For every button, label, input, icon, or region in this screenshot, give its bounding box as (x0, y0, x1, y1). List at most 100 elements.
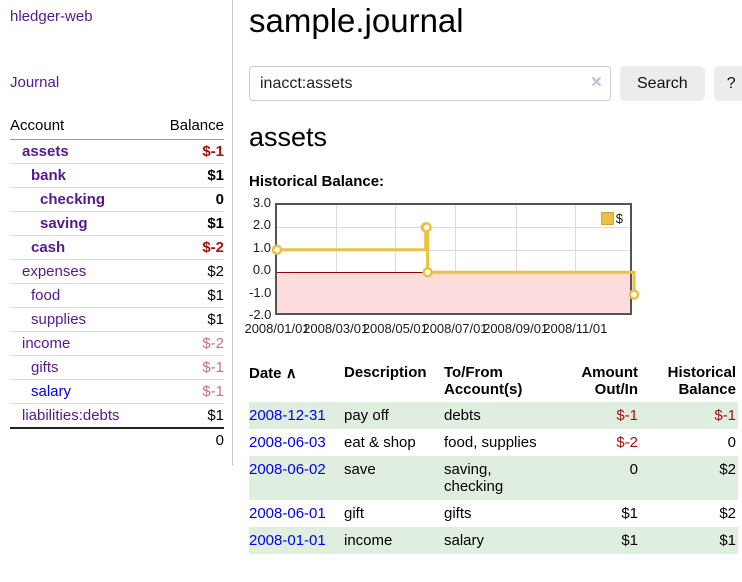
sidebar-account-row: supplies $1 (10, 307, 224, 331)
sidebar-account-row: bank $1 (10, 163, 224, 187)
register-header-row: Date ∧ Description To/From Account(s) Am… (249, 360, 738, 402)
sidebar-account-link[interactable]: income (22, 335, 71, 352)
account-balance: $-1 (202, 359, 224, 376)
chart-title: Historical Balance: (249, 173, 385, 190)
negative-region (277, 272, 630, 313)
transaction-description: pay off (344, 407, 389, 424)
transaction-amount: $-1 (616, 407, 638, 424)
sidebar-account-link[interactable]: supplies (31, 311, 87, 328)
x-axis-tick-label: 2008/03/01 (303, 321, 369, 336)
account-balance: $2 (207, 263, 224, 280)
transaction-date-link[interactable]: 2008-06-01 (249, 505, 326, 522)
sidebar-account-link[interactable]: gifts (31, 359, 59, 376)
sidebar-account-row: expenses $2 (10, 259, 224, 283)
register-header-description: Description (344, 364, 427, 381)
sidebar-account-row: assets $-1 (10, 139, 224, 163)
account-balance: $1 (207, 167, 224, 184)
register-header-balance: Historical Balance (667, 364, 736, 398)
sidebar-account-row: income $-2 (10, 331, 224, 355)
transaction-date-link[interactable]: 2008-01-01 (249, 532, 326, 549)
sidebar-account-row: checking 0 (10, 187, 224, 211)
y-axis-tick-label: 1.0 (252, 239, 271, 255)
search-form: × Search ? (249, 66, 742, 101)
accounts-header-account: Account (10, 117, 65, 134)
sidebar-item-journal[interactable]: Journal (10, 74, 60, 91)
chart-legend: $ (599, 210, 624, 227)
register-row: 2008-06-02 save saving, checking 0 $2 (249, 456, 738, 500)
sidebar-account-link[interactable]: liabilities:debts (22, 407, 120, 424)
transaction-balance: 0 (727, 434, 736, 451)
transaction-amount: $-2 (616, 434, 638, 451)
accounts-total-value: 0 (215, 432, 224, 449)
sidebar-account-link[interactable]: checking (40, 191, 106, 208)
sidebar-account-link[interactable]: cash (31, 239, 66, 256)
x-axis-tick-label: 2008/11/01 (543, 321, 608, 336)
chart-plot-area: $ (271, 203, 640, 315)
register-row: 2008-12-31 pay off debts $-1 $-1 (249, 402, 738, 429)
register-table: Date ∧ Description To/From Account(s) Am… (249, 360, 738, 554)
sidebar-account-link[interactable]: bank (31, 167, 67, 184)
account-balance: $1 (207, 407, 224, 424)
sidebar-account-link[interactable]: assets (22, 143, 69, 160)
transaction-balance: $2 (719, 461, 736, 478)
sidebar-account-row: cash $-2 (10, 235, 224, 259)
account-balance: $-2 (202, 335, 224, 352)
sidebar-account-link[interactable]: saving (40, 215, 88, 232)
h-gridline (277, 227, 630, 229)
search-button[interactable]: Search (620, 66, 705, 101)
y-axis-tick-label: 2.0 (252, 217, 271, 233)
transaction-accounts: food, supplies (444, 434, 537, 451)
transaction-amount: $1 (621, 532, 638, 549)
transaction-accounts: salary (444, 532, 485, 549)
data-point-marker (271, 244, 283, 256)
accounts-header-balance: Balance (169, 117, 224, 134)
account-balance: $-1 (202, 383, 224, 400)
register-header-date[interactable]: Date ∧ (249, 365, 297, 382)
register-header-amount: Amount Out/In (581, 364, 638, 398)
page-title: sample.journal (249, 2, 464, 39)
legend-swatch-icon (600, 212, 614, 225)
transaction-amount: $1 (621, 505, 638, 522)
transaction-date-link[interactable]: 2008-12-31 (249, 407, 326, 424)
search-input[interactable] (249, 66, 611, 101)
transaction-amount: 0 (629, 461, 638, 478)
app-brand-link[interactable]: hledger-web (10, 8, 93, 25)
account-balance: $1 (207, 215, 224, 232)
data-point-marker (628, 289, 640, 300)
transaction-date-link[interactable]: 2008-06-03 (249, 434, 326, 451)
x-axis-tick-label: 2008/01/01 (244, 321, 310, 336)
account-balance: $-2 (202, 239, 224, 256)
v-gridline (455, 205, 456, 313)
x-axis-tick-label: 2008/07/01 (422, 321, 488, 336)
v-gridline (575, 205, 577, 313)
transaction-description: gift (344, 505, 365, 522)
register-row: 2008-01-01 income salary $1 $1 (249, 527, 738, 554)
sidebar-account-link[interactable]: food (31, 287, 61, 304)
data-point-marker (421, 222, 432, 233)
account-balance: 0 (215, 191, 224, 208)
sidebar-account-row: salary $-1 (10, 379, 224, 403)
balance-line (277, 225, 636, 295)
historical-balance-chart: $ 3.0 2.0 1.0 0.0 -1.0 -2.0 2008/01/01 2008/03/… (244, 195, 742, 341)
account-balance: $-1 (202, 143, 224, 160)
sidebar-account-link[interactable]: salary (31, 383, 72, 400)
v-gridline (515, 205, 517, 313)
v-gridline (395, 205, 397, 313)
register-header-accounts: To/From Account(s) (444, 364, 523, 398)
sidebar-account-row: liabilities:debts $1 (10, 403, 224, 427)
y-axis-tick-label: 0.0 (252, 262, 271, 278)
transaction-date-link[interactable]: 2008-06-02 (249, 461, 326, 478)
account-balance: $1 (207, 311, 224, 328)
accounts-total-row: 0 (10, 427, 224, 452)
sidebar-account-row: gifts $-1 (10, 355, 224, 379)
register-row: 2008-06-01 gift gifts $1 $2 (249, 500, 738, 527)
transaction-accounts: gifts (444, 505, 472, 522)
search-help-button[interactable]: ? (713, 66, 742, 101)
transaction-description: save (344, 461, 376, 478)
clear-search-icon[interactable]: × (590, 72, 602, 93)
sidebar-account-link[interactable]: expenses (22, 263, 87, 280)
h-gridline (277, 249, 630, 251)
transaction-balance: $1 (719, 532, 736, 549)
x-axis-tick-label: 2008/05/01 (362, 321, 428, 336)
account-balance: $1 (207, 287, 224, 304)
